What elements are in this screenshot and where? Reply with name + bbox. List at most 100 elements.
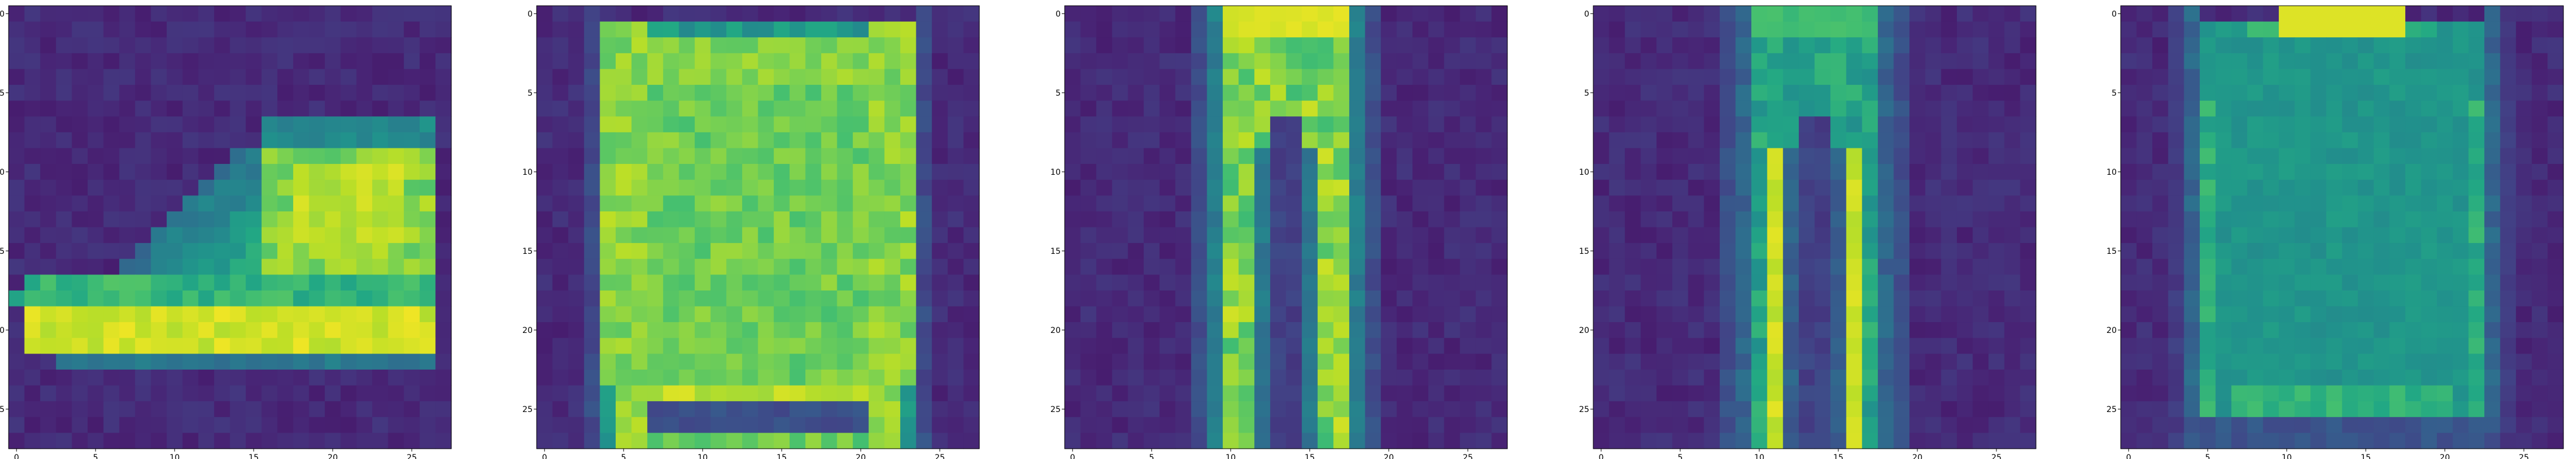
- heatmap-cell: [647, 6, 664, 22]
- heatmap-cell: [2358, 243, 2374, 260]
- heatmap-cell: [2452, 6, 2469, 22]
- heatmap-cell: [1956, 148, 1974, 164]
- heatmap-cell: [1365, 195, 1381, 212]
- heatmap-cell: [56, 433, 73, 449]
- heatmap-cell: [2452, 37, 2469, 54]
- heatmap-cell: [261, 433, 278, 449]
- heatmap-cell: [2247, 433, 2264, 449]
- heatmap-cell: [2468, 227, 2485, 244]
- heatmap-cell: [726, 211, 743, 228]
- heatmap-cell: [1207, 417, 1223, 433]
- heatmap-cell: [710, 179, 727, 196]
- heatmap-cell: [789, 195, 806, 212]
- heatmap-cell: [24, 385, 41, 402]
- heatmap-cell: [2279, 116, 2295, 133]
- heatmap-cell: [1893, 179, 1910, 196]
- heatmap-cell: [2405, 306, 2422, 323]
- heatmap-cell: [1640, 338, 1657, 354]
- heatmap-cell: [2136, 322, 2153, 339]
- heatmap-cell: [1656, 433, 1673, 449]
- heatmap-cell: [1719, 227, 1736, 244]
- heatmap-cell: [2326, 211, 2343, 228]
- heatmap-cell: [1862, 354, 1878, 370]
- heatmap-cell: [1877, 338, 1894, 354]
- heatmap-cell: [1112, 385, 1129, 402]
- heatmap-cell: [246, 116, 262, 133]
- heatmap-cell: [2310, 274, 2327, 291]
- heatmap-cell: [1688, 53, 1704, 70]
- heatmap-cell: [947, 338, 964, 354]
- heatmap-cell: [600, 6, 616, 22]
- heatmap-cell: [1365, 243, 1381, 260]
- heatmap-cell: [2136, 338, 2153, 354]
- heatmap-cell: [1286, 274, 1302, 291]
- heatmap-cell: [103, 85, 120, 101]
- heatmap-cell: [372, 417, 389, 433]
- heatmap-cell: [388, 338, 404, 354]
- heatmap-cell: [1128, 306, 1144, 323]
- heatmap-cell: [663, 179, 680, 196]
- heatmap-cell: [246, 100, 262, 117]
- heatmap-cell: [1349, 37, 1366, 54]
- heatmap-cell: [2279, 148, 2295, 164]
- heatmap-cell: [40, 100, 57, 117]
- heatmap-cell: [9, 258, 25, 275]
- heatmap-cell: [230, 100, 246, 117]
- heatmap-cell: [932, 417, 948, 433]
- heatmap-cell: [167, 290, 183, 307]
- heatmap-cell: [1333, 401, 1350, 418]
- heatmap-cell: [1475, 243, 1492, 260]
- heatmap-cell: [2004, 433, 2020, 449]
- heatmap-cell: [40, 85, 57, 101]
- heatmap-cell: [537, 369, 553, 386]
- heatmap-cell: [2342, 385, 2358, 402]
- heatmap-cell: [1941, 53, 1957, 70]
- heatmap-cell: [1396, 195, 1413, 212]
- heatmap-cell: [947, 116, 964, 133]
- heatmap-cell: [789, 116, 806, 133]
- heatmap-cell: [2405, 274, 2422, 291]
- heatmap-cell: [805, 132, 822, 149]
- heatmap-cell: [56, 37, 73, 54]
- heatmap-cell: [435, 401, 452, 418]
- heatmap-cell: [2547, 354, 2564, 370]
- heatmap-cell: [2004, 100, 2020, 117]
- heatmap-cell: [24, 290, 41, 307]
- heatmap-cell: [435, 116, 452, 133]
- heatmap-cell: [2121, 274, 2137, 291]
- heatmap-cell: [1688, 116, 1704, 133]
- heatmap-cell: [916, 227, 932, 244]
- heatmap-cell: [631, 306, 648, 323]
- heatmap-cell: [2484, 354, 2501, 370]
- heatmap-cell: [340, 401, 357, 418]
- heatmap-cell: [388, 211, 404, 228]
- heatmap-cell: [2247, 53, 2264, 70]
- heatmap-cell: [774, 69, 790, 85]
- heatmap-cell: [1412, 179, 1429, 196]
- heatmap-cell: [1065, 369, 1081, 386]
- heatmap-cell: [552, 227, 569, 244]
- heatmap-cell: [2437, 306, 2453, 323]
- heatmap-cell: [2215, 227, 2232, 244]
- heatmap-cell: [198, 401, 215, 418]
- heatmap-cell: [568, 179, 585, 196]
- heatmap-cell: [103, 243, 120, 260]
- heatmap-cell: [214, 21, 231, 38]
- heatmap-cell: [1988, 354, 2005, 370]
- heatmap-cell: [2184, 274, 2200, 291]
- heatmap-cell: [1593, 385, 1610, 402]
- heatmap-cell: [2531, 211, 2548, 228]
- heatmap-cell: [1941, 69, 1957, 85]
- heatmap-cell: [1112, 21, 1129, 38]
- heatmap-cell: [1286, 401, 1302, 418]
- heatmap-cell: [2421, 243, 2437, 260]
- heatmap-cell: [404, 211, 420, 228]
- heatmap-cell: [9, 385, 25, 402]
- heatmap-cell: [151, 211, 167, 228]
- heatmap-cell: [631, 179, 648, 196]
- heatmap-cell: [695, 385, 711, 402]
- heatmap-cell: [1704, 433, 1720, 449]
- heatmap-cell: [916, 274, 932, 291]
- heatmap-cell: [1735, 164, 1752, 181]
- heatmap-cell: [2231, 85, 2248, 101]
